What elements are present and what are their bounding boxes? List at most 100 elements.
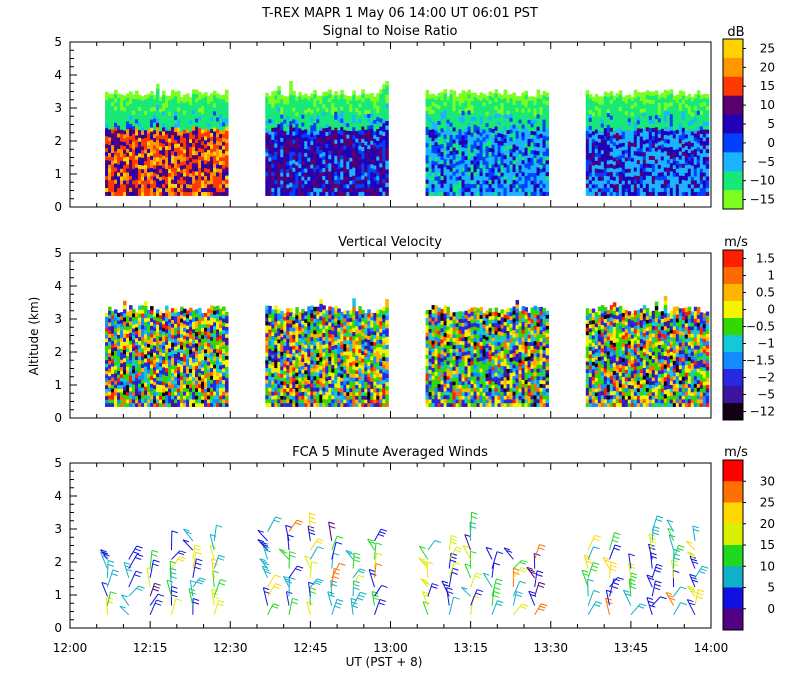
field-cell [319, 157, 323, 162]
field-cell [591, 191, 596, 196]
field-cell [108, 187, 112, 193]
field-cell [165, 99, 169, 104]
field-cell [612, 141, 617, 147]
field-cell [364, 117, 368, 122]
field-cell [367, 152, 371, 157]
field-cell [364, 148, 368, 154]
field-cell [636, 159, 641, 165]
field-cell [325, 131, 329, 136]
field-cell [144, 386, 148, 391]
field-cell [120, 164, 124, 169]
field-cell [428, 140, 433, 146]
field-cell [310, 109, 314, 114]
field-cell [216, 113, 220, 118]
field-cell [325, 107, 329, 112]
field-cell [171, 345, 175, 351]
field-cell [660, 167, 665, 173]
field-cell [591, 146, 596, 151]
field-cell [132, 339, 136, 344]
field-cell [615, 167, 620, 173]
field-cell [114, 158, 118, 164]
field-cell [431, 148, 436, 153]
field-cell [382, 97, 386, 102]
field-cell [367, 109, 371, 114]
field-cell [603, 115, 608, 121]
field-cell [298, 175, 302, 181]
field-cell [660, 163, 665, 169]
field-cell [473, 92, 478, 98]
field-cell [491, 187, 496, 193]
field-cell [455, 191, 460, 196]
field-cell [295, 184, 299, 189]
field-cell [216, 156, 220, 161]
field-cell [678, 138, 683, 144]
field-cell [135, 359, 139, 364]
field-cell [606, 148, 611, 153]
field-cell [313, 191, 317, 196]
field-cell [470, 171, 475, 177]
field-cell [135, 155, 139, 160]
field-cell [425, 175, 430, 180]
field-cell [473, 112, 478, 117]
field-cell [678, 106, 683, 112]
field-cell [385, 116, 389, 122]
field-cell [114, 313, 118, 318]
field-cell [105, 312, 109, 317]
field-cell [636, 151, 641, 157]
field-cell [440, 175, 445, 181]
field-cell [126, 359, 130, 364]
field-cell [322, 179, 326, 185]
field-cell [132, 391, 136, 396]
field-cell [141, 96, 145, 101]
field-cell [515, 168, 520, 174]
field-cell [325, 135, 329, 140]
field-cell [304, 179, 308, 185]
field-cell [494, 130, 499, 135]
field-cell [382, 92, 386, 98]
field-cell [633, 93, 638, 99]
field-cell [361, 146, 365, 152]
field-cell [533, 112, 538, 117]
field-cell [162, 381, 166, 386]
field-cell [663, 167, 668, 172]
field-cell [461, 187, 466, 192]
field-cell [289, 173, 293, 179]
field-cell [479, 112, 484, 117]
field-cell [379, 93, 383, 99]
field-cell [678, 110, 683, 116]
field-cell [280, 164, 284, 169]
field-cell [666, 102, 671, 108]
field-cell [675, 117, 680, 123]
field-cell [621, 187, 626, 193]
field-cell [111, 399, 115, 404]
field-cell [373, 100, 377, 105]
field-cell [129, 163, 133, 168]
field-cell [488, 103, 493, 109]
field-cell [585, 158, 590, 164]
field-cell [376, 108, 380, 114]
field-cell [343, 156, 347, 162]
field-cell [132, 361, 136, 366]
field-cell [207, 160, 211, 166]
field-cell [117, 105, 121, 111]
field-cell [449, 183, 454, 188]
field-cell [545, 128, 550, 133]
field-cell [316, 172, 320, 177]
field-cell [138, 305, 142, 310]
field-cell [624, 183, 629, 189]
field-cell [515, 115, 520, 120]
field-cell [156, 118, 160, 123]
field-cell [316, 126, 320, 131]
field-cell [373, 146, 377, 151]
field-cell [361, 97, 365, 103]
field-cell [337, 191, 341, 196]
field-cell [120, 129, 124, 134]
field-cell [135, 381, 139, 386]
field-cell [485, 164, 490, 170]
field-cell [672, 122, 677, 127]
field-cell [280, 149, 284, 154]
field-cell [515, 149, 520, 154]
field-cell [105, 352, 109, 357]
field-cell [437, 163, 442, 169]
field-cell [675, 176, 680, 181]
